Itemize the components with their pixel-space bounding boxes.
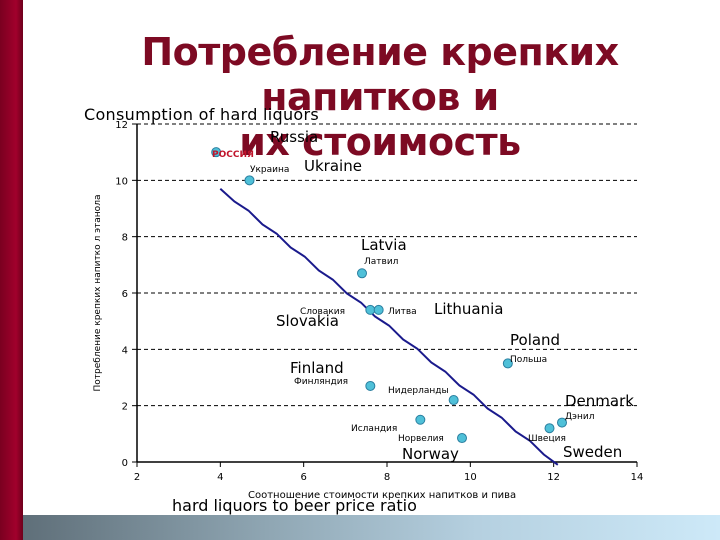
- y-tick-label: 10: [115, 176, 128, 187]
- trend-line: [219, 188, 559, 466]
- data-point: [502, 358, 513, 369]
- point-label-en: Finland: [290, 359, 344, 377]
- chart-title: Consumption of hard liquors: [84, 105, 320, 124]
- point-label-ru: Финляндия: [294, 377, 348, 387]
- y-tick-label: 2: [122, 402, 128, 413]
- point-label-ru: РОССИЯ: [212, 150, 254, 160]
- point-label-en: Latvia: [361, 236, 407, 254]
- point-label-en: Norway: [402, 445, 459, 463]
- point-label-ru: Латвил: [364, 257, 398, 267]
- data-point: [365, 380, 376, 391]
- bottom-gradient-band: [23, 515, 720, 540]
- point-label-ru: Польша: [510, 355, 547, 365]
- data-point: [448, 395, 459, 406]
- point-label-en: Poland: [510, 331, 560, 349]
- x-tick-label: 8: [384, 472, 390, 483]
- data-point: [415, 414, 426, 425]
- point-label-en: Sweden: [563, 443, 622, 461]
- point-label-ru: Исландия: [351, 424, 397, 434]
- y-tick-label: 6: [122, 289, 128, 300]
- point-label-ru: Украина: [250, 165, 289, 175]
- point-label-ru: Швеция: [528, 434, 566, 444]
- point-label-ru: Нидерланды: [388, 386, 449, 396]
- data-point: [544, 423, 555, 434]
- data-point: [557, 417, 567, 428]
- y-axis-label: Потребление крепких напитко л этанола: [93, 194, 103, 392]
- point-label-en: Denmark: [565, 392, 634, 410]
- gridlines: [137, 123, 637, 407]
- point-label-ru: Литва: [388, 307, 417, 317]
- data-point: [244, 175, 255, 186]
- data-point: [211, 147, 222, 158]
- x-tick-label: 6: [300, 472, 306, 483]
- data-point: [457, 433, 467, 444]
- point-label-en: Russia: [270, 128, 318, 146]
- slide-title-line1: Потребление крепких напитков и: [141, 30, 619, 119]
- x-tick-label: 12: [547, 472, 560, 483]
- point-label-ru: Дэнил: [565, 412, 594, 422]
- data-point: [373, 304, 384, 315]
- y-tick-label: 8: [122, 233, 128, 244]
- data-point: [357, 268, 367, 279]
- point-labels: РОССИЯ Russia Украина Ukraine Латвил Latvia Сл…: [212, 128, 634, 463]
- x-tick-label: 2: [134, 472, 140, 483]
- y-tick-label: 12: [115, 120, 128, 131]
- data-point: [365, 304, 376, 315]
- x-tick-label: 14: [631, 472, 644, 483]
- slide-title: Потребление крепких напитков и их стоимо…: [40, 30, 720, 165]
- y-tick-label: 0: [122, 458, 128, 469]
- data-points: [211, 147, 567, 444]
- x-tick-label: 10: [464, 472, 477, 483]
- point-label-en: Lithuania: [434, 300, 503, 318]
- y-tick-label: 4: [122, 345, 128, 356]
- point-label-en: Ukraine: [304, 157, 362, 175]
- point-label-ru: Норвелия: [398, 434, 444, 444]
- left-accent-bar: [0, 0, 23, 540]
- point-label-ru: Словакия: [300, 307, 345, 317]
- x-axis-label-en: hard liquors to beer price ratio: [172, 496, 417, 515]
- slide-title-line2: их стоимость: [239, 120, 521, 164]
- x-axis-label-ru: Соотношение стоимости крепких напитков и…: [248, 490, 517, 501]
- x-tick-label: 4: [217, 472, 223, 483]
- point-label-en: Slovakia: [276, 312, 339, 330]
